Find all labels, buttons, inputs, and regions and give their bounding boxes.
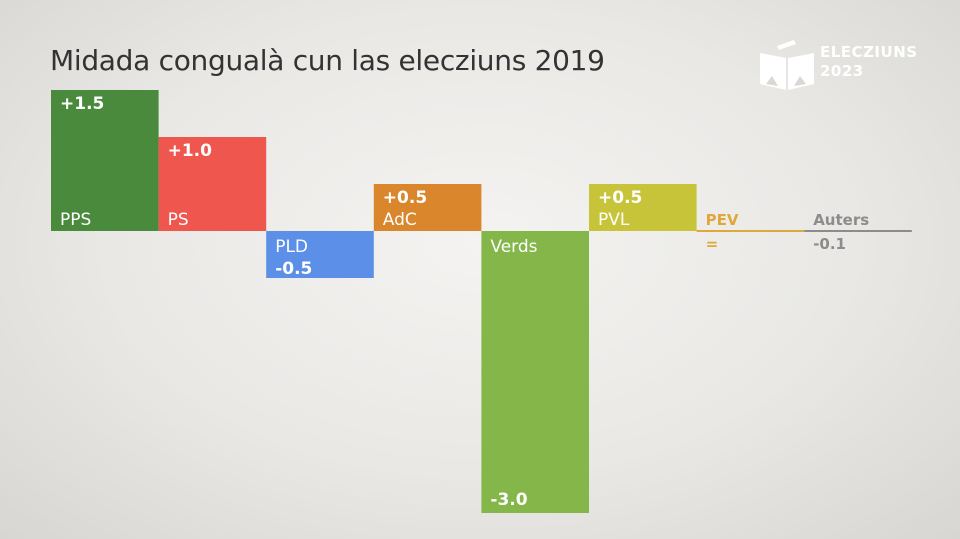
value-label-verds: -3.0 [490, 490, 527, 510]
category-label-pvl: PVL [598, 210, 630, 230]
bar-adc [373, 184, 482, 231]
category-label-auters: Auters [813, 211, 869, 229]
value-label-pvl: +0.5 [598, 188, 642, 208]
elections-2023-logo: ELECZIUNS 2023 [758, 40, 928, 95]
category-label-adc: AdC [383, 210, 417, 230]
value-label-pld: -0.5 [275, 259, 312, 279]
logo-line2: 2023 [820, 62, 864, 80]
value-label-ps: +1.0 [168, 141, 213, 161]
bar-ps [158, 137, 267, 231]
bar-pvl [589, 184, 697, 231]
value-label-adc: +0.5 [383, 188, 427, 208]
category-label-pps: PPS [60, 210, 91, 230]
logo-line1: ELECZIUNS [820, 43, 918, 61]
ballot-box-icon [760, 40, 814, 90]
category-label-pev: PEV [706, 211, 739, 229]
category-label-ps: PS [168, 210, 189, 230]
bar-auters [804, 230, 912, 232]
bar-pev [696, 230, 805, 232]
category-label-verds: Verds [490, 237, 537, 257]
category-label-pld: PLD [275, 237, 308, 257]
bar-verds [481, 231, 589, 513]
chart-title: Midada congualà cun las elecziuns 2019 [50, 44, 605, 77]
value-label-auters: -0.1 [813, 235, 846, 253]
value-label-pps: +1.5 [60, 94, 104, 114]
bar-pps [51, 90, 159, 231]
value-label-pev: = [706, 235, 719, 253]
bar-pld [266, 231, 374, 278]
